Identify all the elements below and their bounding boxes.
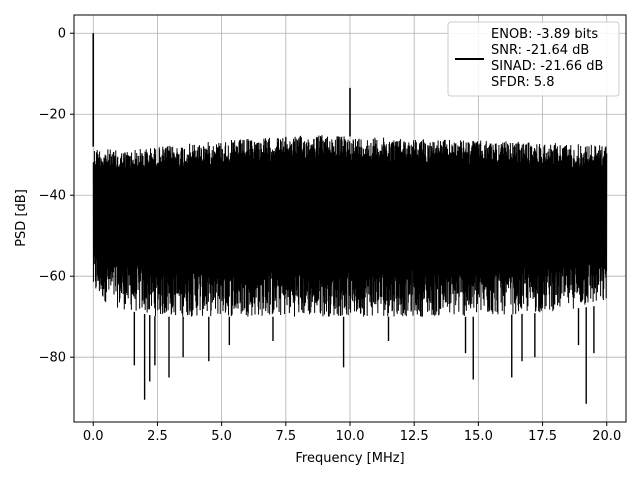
x-tick-label: 17.5 (528, 429, 557, 444)
legend-entry: ENOB: -3.89 bits (491, 27, 598, 42)
y-tick-label: −40 (39, 189, 66, 204)
psd-trace (92, 33, 608, 404)
y-axis-ticks: 0 −20 −40 −60 −80 (39, 27, 74, 366)
y-tick-label: 0 (58, 27, 66, 42)
legend-entry: SFDR: 5.8 (491, 75, 555, 90)
x-tick-label: 0.0 (83, 429, 104, 444)
x-axis-label: Frequency [MHz] (295, 451, 404, 466)
x-tick-label: 20.0 (592, 429, 621, 444)
x-tick-label: 10.0 (336, 429, 365, 444)
y-axis-label: PSD [dB] (14, 189, 29, 247)
psd-noise-trace (92, 135, 608, 317)
legend-entry: SINAD: -21.66 dB (491, 59, 603, 74)
legend: ENOB: -3.89 bits SNR: -21.64 dB SINAD: -… (447, 21, 620, 97)
x-tick-label: 5.0 (211, 429, 232, 444)
legend-box (447, 21, 620, 97)
legend-entry: SNR: -21.64 dB (491, 43, 589, 58)
x-tick-label: 7.5 (275, 429, 296, 444)
y-tick-label: −60 (39, 270, 66, 285)
x-tick-label: 12.5 (400, 429, 429, 444)
x-tick-label: 2.5 (147, 429, 168, 444)
y-tick-label: −80 (39, 351, 66, 366)
x-axis-ticks: 0.0 2.5 5.0 7.5 10.0 12.5 15.0 17.5 20.0 (83, 422, 621, 444)
x-tick-label: 15.0 (464, 429, 493, 444)
y-tick-label: −20 (39, 108, 66, 123)
